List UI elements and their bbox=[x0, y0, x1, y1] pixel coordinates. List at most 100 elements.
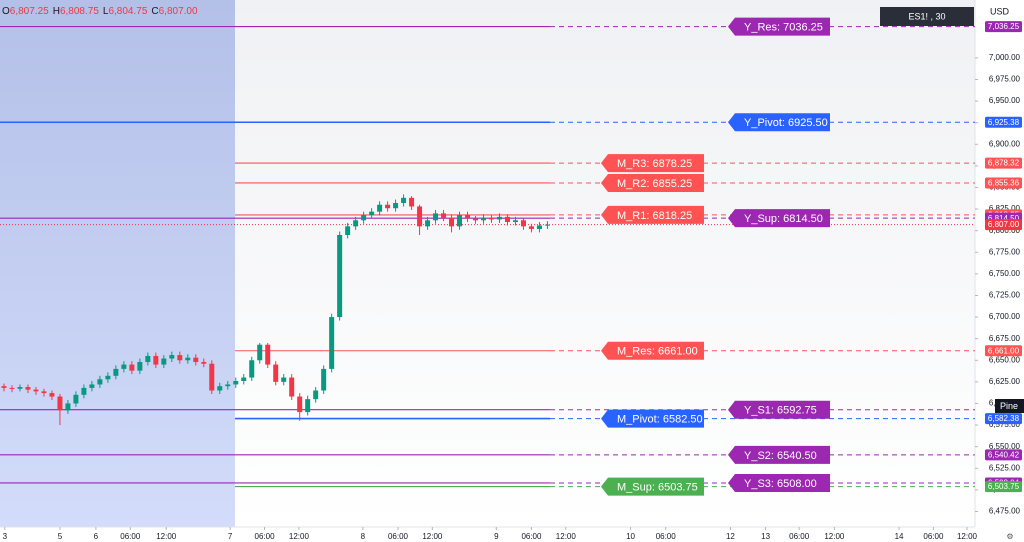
level-label-box bbox=[601, 341, 704, 360]
x-tick-label: 06:00 bbox=[656, 532, 677, 541]
candle-body bbox=[105, 375, 111, 380]
level-label-box bbox=[601, 205, 704, 224]
level-label-box bbox=[728, 445, 830, 464]
candle-body bbox=[409, 197, 415, 207]
candle-body bbox=[89, 384, 95, 388]
candle-body bbox=[321, 368, 327, 391]
price-tag-label: 6,925.38 bbox=[988, 118, 1020, 127]
y-tick-label: 6,900.00 bbox=[989, 139, 1021, 148]
legend-key: C bbox=[151, 6, 158, 17]
candle-body bbox=[217, 386, 223, 391]
candle-body bbox=[433, 213, 439, 221]
candle-body bbox=[1, 386, 7, 388]
legend-key: L bbox=[103, 6, 109, 17]
candle-body bbox=[449, 217, 455, 227]
pine-box bbox=[995, 399, 1024, 413]
candle-body bbox=[544, 224, 550, 226]
candle-body bbox=[481, 217, 487, 221]
candle-body bbox=[289, 377, 295, 397]
level-label-box bbox=[601, 409, 704, 428]
y-tick-label: 6,750.00 bbox=[989, 269, 1021, 278]
symbol-box bbox=[880, 7, 974, 26]
level-label-box bbox=[728, 473, 830, 492]
legend-value: 6,804.75 bbox=[108, 6, 147, 17]
symbol: ES1! , 30 bbox=[908, 11, 945, 21]
x-tick-label: 12:00 bbox=[422, 532, 443, 541]
candle-body bbox=[504, 216, 510, 223]
candle-body bbox=[225, 384, 231, 387]
candle-body bbox=[201, 361, 207, 364]
candle-body bbox=[233, 380, 239, 385]
x-tick-label: 12:00 bbox=[556, 532, 577, 541]
legend-key: O bbox=[2, 6, 10, 17]
y-tick-label: 6,550.00 bbox=[989, 442, 1021, 451]
candle-body bbox=[465, 215, 471, 219]
x-tick-label: 5 bbox=[58, 532, 63, 541]
x-tick-label: 12:00 bbox=[156, 532, 177, 541]
y-tick-label: 6,525.00 bbox=[989, 463, 1021, 472]
price-tag-label: 6,661.00 bbox=[988, 346, 1020, 355]
level-label: M_R1: 6818.25 bbox=[617, 210, 692, 222]
price-tag-label: 6,855.36 bbox=[988, 179, 1020, 188]
level-label-box bbox=[601, 477, 704, 496]
price-tag-label: 7,036.25 bbox=[988, 22, 1020, 31]
candle-body bbox=[17, 387, 23, 389]
candle-body bbox=[353, 220, 359, 227]
candle-body bbox=[512, 220, 518, 223]
candle-body bbox=[369, 211, 375, 216]
y-tick-label: 6,800.00 bbox=[989, 226, 1021, 235]
x-tick-label: 06:00 bbox=[923, 532, 944, 541]
y-tick-label: 6,950.00 bbox=[989, 96, 1021, 105]
level-label: Y_S3: 6508.00 bbox=[744, 478, 817, 490]
candle-body bbox=[9, 387, 15, 389]
candle-body bbox=[145, 355, 151, 362]
y-tick-label: 6,825.00 bbox=[989, 204, 1021, 213]
price-tag bbox=[985, 177, 1022, 189]
settings-icon[interactable]: ⚙ bbox=[1006, 532, 1013, 541]
y-tick-label: 6,675.00 bbox=[989, 334, 1021, 343]
price-tag-label: 6,807.00 bbox=[988, 220, 1020, 229]
x-tick-label: 06:00 bbox=[789, 532, 810, 541]
candle-body bbox=[425, 220, 431, 227]
y-tick-label: 6,575.00 bbox=[989, 420, 1021, 429]
candle-body bbox=[473, 218, 479, 221]
candle-body bbox=[137, 361, 143, 371]
price-tag-label: 6,878.32 bbox=[988, 159, 1020, 168]
candle-body bbox=[73, 394, 79, 404]
level-label: Y_Pivot: 6925.50 bbox=[744, 117, 828, 129]
y-tick-label: 6,650.00 bbox=[989, 355, 1021, 364]
level-label-box bbox=[601, 154, 704, 173]
price-tag-label: 6,582.38 bbox=[988, 414, 1020, 423]
x-tick-label: 7 bbox=[228, 532, 233, 541]
price-tag-label: 6,540.42 bbox=[988, 450, 1020, 459]
legend-key: H bbox=[53, 6, 60, 17]
candle-body bbox=[193, 357, 199, 362]
candle-body bbox=[345, 226, 351, 235]
candle-body bbox=[209, 363, 215, 391]
candle-body bbox=[305, 399, 311, 413]
x-tick-label: 13 bbox=[761, 532, 770, 541]
level-label: M_R2: 6855.25 bbox=[617, 178, 692, 190]
candle-body bbox=[329, 317, 335, 369]
level-label: Y_Sup: 6814.50 bbox=[744, 213, 823, 225]
candle-body bbox=[121, 364, 127, 369]
candle-body bbox=[41, 391, 47, 394]
level-label: M_Sup: 6503.75 bbox=[617, 482, 698, 494]
legend-value: 6,808.75 bbox=[60, 6, 99, 17]
price-tag bbox=[985, 116, 1022, 128]
level-label-box bbox=[728, 400, 830, 419]
level-label: M_Res: 6661.00 bbox=[617, 346, 698, 358]
candle-body bbox=[417, 206, 423, 227]
price-tag bbox=[985, 219, 1022, 231]
y-tick-label: 7,000.00 bbox=[989, 53, 1021, 62]
candle-body bbox=[536, 225, 542, 229]
price-tag-label: 6,503.75 bbox=[988, 482, 1020, 491]
candle-body bbox=[265, 344, 271, 365]
candle-body bbox=[297, 396, 303, 413]
level-label-box bbox=[601, 173, 704, 192]
candle-body bbox=[49, 393, 55, 397]
x-tick-label: 6 bbox=[94, 532, 99, 541]
x-tick-label: 06:00 bbox=[521, 532, 542, 541]
price-tag bbox=[985, 157, 1022, 169]
y-tick-label: 6,725.00 bbox=[989, 291, 1021, 300]
